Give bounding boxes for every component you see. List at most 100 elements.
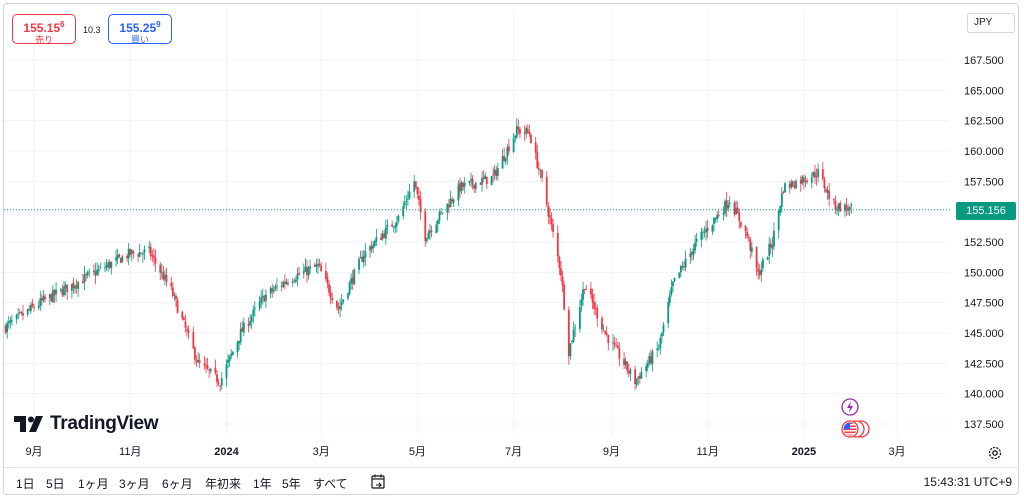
candle <box>42 290 45 303</box>
y-axis[interactable]: 167.500165.000162.500160.000157.500155.0… <box>964 55 1004 431</box>
range-ytd-button[interactable]: 年初来 <box>205 477 242 491</box>
compare-icon[interactable] <box>369 473 387 491</box>
candle <box>253 301 256 317</box>
price-chart[interactable]: 167.500165.000162.500160.000157.500155.0… <box>4 4 1019 467</box>
candle <box>673 277 676 283</box>
candle <box>795 179 797 190</box>
candle <box>70 283 73 299</box>
candle <box>53 288 56 304</box>
candle <box>18 309 21 316</box>
range-1d-button[interactable]: 1日 <box>16 477 35 491</box>
candle <box>216 370 218 387</box>
tradingview-logo[interactable]: TradingView <box>14 413 159 435</box>
range-5y-button[interactable]: 5年 <box>282 477 301 491</box>
candle <box>766 256 769 260</box>
candle <box>283 274 286 290</box>
candle <box>72 277 75 294</box>
candle <box>414 181 417 190</box>
candle <box>143 245 146 260</box>
candle <box>768 236 771 264</box>
candle <box>364 243 367 266</box>
candle <box>722 206 725 221</box>
candle <box>556 225 559 263</box>
candle <box>61 284 64 298</box>
range-6m-button[interactable]: 6ヶ月 <box>162 477 193 491</box>
us-flag-event-icon[interactable] <box>839 419 871 439</box>
candle <box>567 306 570 365</box>
candle <box>418 187 420 206</box>
candle <box>672 281 674 293</box>
lightning-event-icon[interactable] <box>841 398 859 416</box>
candle <box>15 313 18 324</box>
candle <box>137 252 140 263</box>
candle <box>839 200 842 212</box>
candle <box>574 323 577 337</box>
candle <box>171 282 174 298</box>
candle <box>651 349 654 372</box>
candle <box>427 229 430 239</box>
candle <box>627 363 630 378</box>
candle <box>55 282 57 302</box>
clock-timezone[interactable]: 15:43:31 UTC+9 <box>923 475 1012 489</box>
candle <box>711 224 714 235</box>
candle <box>828 182 831 207</box>
candle <box>351 269 354 290</box>
candle <box>272 285 275 294</box>
candle <box>220 371 223 390</box>
candle <box>547 202 550 225</box>
candle <box>170 276 173 291</box>
candle <box>438 210 441 225</box>
candle <box>241 320 244 332</box>
candle <box>468 180 471 186</box>
candle <box>231 351 234 356</box>
candle <box>657 344 660 352</box>
candle <box>661 332 663 344</box>
y-tick-label: 140.000 <box>964 389 1004 401</box>
candle <box>148 241 151 254</box>
range-1m-button[interactable]: 1ヶ月 <box>78 477 109 491</box>
candle <box>779 205 782 216</box>
range-all-button[interactable]: すべて <box>313 477 348 491</box>
candle <box>252 305 255 324</box>
range-1y-button[interactable]: 1年 <box>253 477 272 491</box>
candle <box>276 278 278 292</box>
candle <box>405 194 408 210</box>
sell-button[interactable]: 155.156 売り <box>12 14 76 45</box>
currency-selector[interactable]: JPY <box>967 13 1015 33</box>
candle <box>668 290 671 307</box>
candle <box>74 284 76 294</box>
candle <box>596 304 599 327</box>
candle <box>153 248 155 266</box>
candle <box>733 200 736 217</box>
candle <box>353 268 356 285</box>
candle <box>780 187 783 213</box>
candle <box>528 124 531 137</box>
range-5d-button[interactable]: 5日 <box>46 477 65 491</box>
candle <box>239 322 242 345</box>
candle <box>217 378 220 387</box>
candle <box>481 171 483 192</box>
candle <box>580 293 583 312</box>
candle <box>814 164 816 185</box>
y-tick-label: 137.500 <box>964 419 1004 431</box>
y-tick-label: 152.500 <box>964 237 1004 249</box>
range-3m-button[interactable]: 3ヶ月 <box>119 477 150 491</box>
candle <box>282 280 285 289</box>
candle <box>799 175 802 192</box>
candle <box>309 259 311 275</box>
buy-button[interactable]: 155.259 買い <box>108 14 172 45</box>
candle <box>296 267 299 287</box>
sell-label: 売り <box>34 35 53 45</box>
x-axis[interactable]: 9月 11月 2024 3月 5月 7月 9月 11月 2025 3月 <box>25 446 905 458</box>
candle <box>280 281 283 292</box>
candle <box>474 181 477 194</box>
y-tick-label: 167.500 <box>964 55 1004 67</box>
candle <box>850 202 853 214</box>
candle <box>601 315 603 334</box>
candle <box>326 272 329 289</box>
candle <box>320 261 323 272</box>
candle <box>460 180 463 195</box>
chart-widget: 167.500165.000162.500160.000157.500155.0… <box>3 3 1019 495</box>
settings-gear-icon[interactable] <box>987 445 1003 461</box>
candle <box>590 282 592 299</box>
